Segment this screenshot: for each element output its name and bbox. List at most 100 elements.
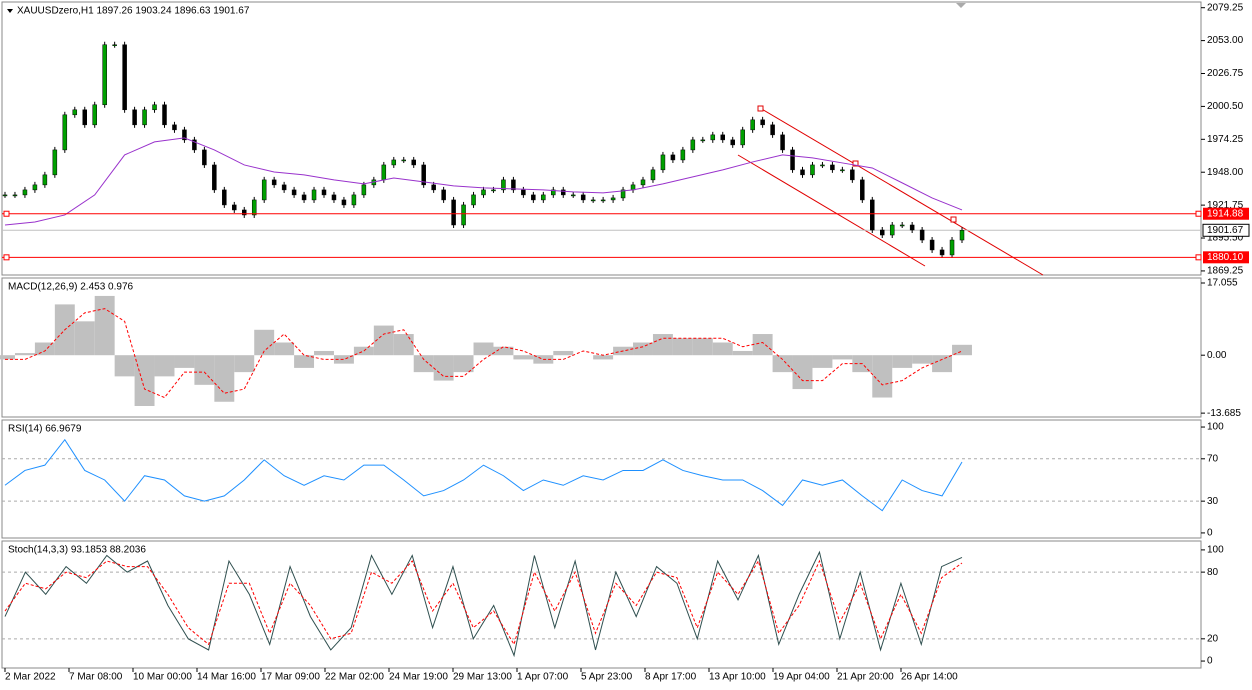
y-tick-label: 100	[1207, 545, 1224, 556]
candle	[381, 164, 387, 181]
candle	[600, 199, 606, 202]
indicator-line	[4, 438, 963, 512]
candle	[222, 189, 227, 206]
y-tick-label: 0	[1207, 656, 1213, 667]
candle	[800, 169, 805, 176]
candle	[232, 204, 237, 211]
candle	[401, 159, 406, 162]
x-tick-label: 14 Mar 16:00	[197, 672, 256, 683]
histogram-bar	[114, 355, 135, 377]
y-tick-label: 0.00	[1207, 350, 1227, 361]
candle	[740, 129, 745, 146]
candle	[949, 239, 955, 256]
hline-anchor	[1195, 254, 1202, 261]
candle	[511, 179, 516, 191]
x-tick-label: 1 Apr 07:00	[517, 672, 569, 683]
hline-label: 1880.10	[1207, 252, 1244, 263]
x-tick-label: 5 Apr 23:00	[581, 672, 633, 683]
candle	[570, 194, 576, 197]
panel-title: XAUUSDzero,H1 1897.26 1903.24 1896.63 19…	[17, 6, 250, 17]
candle	[610, 197, 616, 201]
y-tick-label: 20	[1207, 633, 1219, 644]
x-tick-label: 26 Apr 14:00	[901, 672, 958, 683]
x-tick-label: 19 Apr 04:00	[773, 672, 830, 683]
histogram-bar	[433, 355, 454, 381]
candle	[541, 194, 546, 201]
candle	[680, 149, 686, 161]
candle	[271, 179, 277, 186]
candle	[411, 159, 416, 166]
y-tick-label: -13.685	[1207, 408, 1241, 419]
y-tick-label: 2026.75	[1207, 68, 1244, 79]
x-tick-label: 7 Mar 08:00	[69, 672, 123, 683]
histogram-bar	[892, 355, 913, 368]
y-tick-label: 2000.50	[1207, 101, 1244, 112]
candle	[162, 104, 167, 126]
histogram-bar	[712, 342, 733, 356]
histogram-bar	[413, 355, 434, 373]
hline-anchor	[1195, 210, 1202, 217]
candle	[471, 194, 476, 206]
candle	[870, 199, 875, 231]
signal-line	[4, 559, 963, 646]
hline-anchor	[3, 254, 10, 261]
candle	[461, 204, 466, 226]
y-tick-label: 1948.00	[1207, 167, 1244, 178]
histogram-bar	[154, 355, 175, 377]
candle	[172, 124, 177, 131]
histogram-bar	[652, 334, 673, 356]
stoch-panel	[1, 540, 1202, 669]
candle	[810, 164, 815, 176]
candle	[92, 104, 97, 126]
candle	[690, 139, 696, 151]
candle	[291, 189, 297, 196]
candle	[72, 109, 78, 116]
candle	[311, 189, 317, 201]
histogram-bar	[234, 355, 255, 373]
histogram-bar	[752, 334, 773, 356]
candle	[341, 199, 347, 206]
candle	[820, 164, 825, 167]
y-tick-label: 30	[1207, 496, 1219, 507]
histogram-bar	[812, 355, 833, 368]
candle	[650, 169, 656, 181]
candle	[22, 189, 28, 196]
candle	[830, 164, 835, 171]
candle	[132, 109, 137, 126]
histogram-bar	[732, 350, 753, 356]
histogram-bar	[792, 355, 813, 390]
histogram-bar	[932, 355, 953, 373]
candle	[112, 44, 117, 46]
histogram-bar	[952, 344, 972, 356]
candle	[122, 44, 127, 111]
indicator-line	[4, 550, 963, 658]
candle	[301, 194, 307, 201]
candle	[899, 224, 905, 227]
panel-title: RSI(14) 66.9679	[8, 424, 82, 435]
channel-anchor	[757, 105, 764, 112]
signal-line	[5, 308, 963, 399]
candle	[152, 104, 157, 111]
x-tick-label: 2 Mar 2022	[5, 672, 56, 683]
candle	[531, 194, 536, 201]
indicator-line	[4, 137, 963, 226]
histogram-bar	[214, 355, 235, 402]
panel-title: Stoch(14,3,3) 93.1853 88.2036	[8, 545, 146, 556]
histogram-bar	[832, 355, 853, 360]
candle	[212, 164, 217, 191]
y-tick-label: 100	[1207, 422, 1224, 433]
hline-anchor	[3, 210, 10, 217]
candle	[700, 139, 706, 142]
histogram-bar	[453, 355, 474, 373]
histogram-bar	[314, 350, 334, 356]
channel-upper	[759, 107, 1044, 276]
y-tick-label: 1895.50	[1207, 233, 1244, 244]
candle	[42, 174, 48, 186]
y-tick-label: 80	[1207, 567, 1219, 578]
candle	[431, 184, 436, 191]
candle	[720, 134, 725, 141]
candle	[361, 184, 367, 196]
menu-arrow[interactable]	[7, 9, 13, 13]
candle	[391, 159, 397, 166]
